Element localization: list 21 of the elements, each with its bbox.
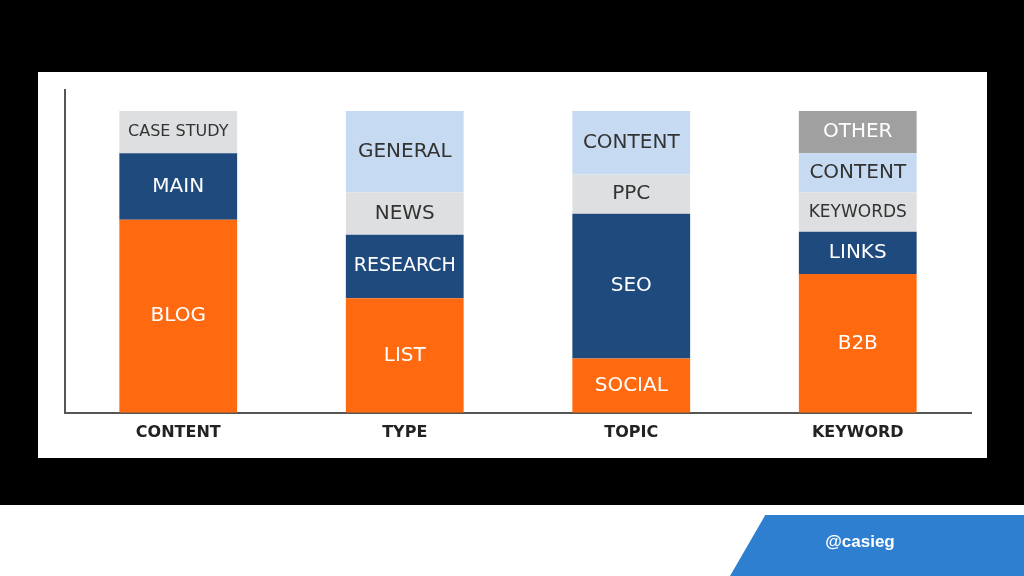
series-label: SEO <box>610 272 652 297</box>
series-label: LINKS <box>828 239 887 264</box>
series-label: B2B <box>837 329 878 354</box>
series-label: MAIN <box>152 172 205 197</box>
series-label: OTHER <box>822 118 893 143</box>
series-label: KEYWORDS <box>808 200 907 221</box>
series-label: SOCIAL <box>594 371 669 396</box>
series-label: CASE STUDY <box>128 121 229 141</box>
series-label: PPC <box>612 180 651 205</box>
x-tick-label: TYPE <box>382 421 428 441</box>
series-label: LIST <box>383 341 427 366</box>
x-tick-label: TOPIC <box>604 421 659 441</box>
text: @casieg <box>824 532 896 552</box>
x-tick-label: KEYWORD <box>811 421 904 441</box>
series-label: BLOG <box>150 302 206 327</box>
series-label: CONTENT <box>809 159 907 184</box>
x-tick-label: CONTENT <box>135 421 221 441</box>
series-label: RESEARCH <box>353 253 456 276</box>
series-label: GENERAL <box>357 138 453 163</box>
series-label: CONTENT <box>582 129 681 153</box>
series-label: NEWS <box>374 199 435 224</box>
